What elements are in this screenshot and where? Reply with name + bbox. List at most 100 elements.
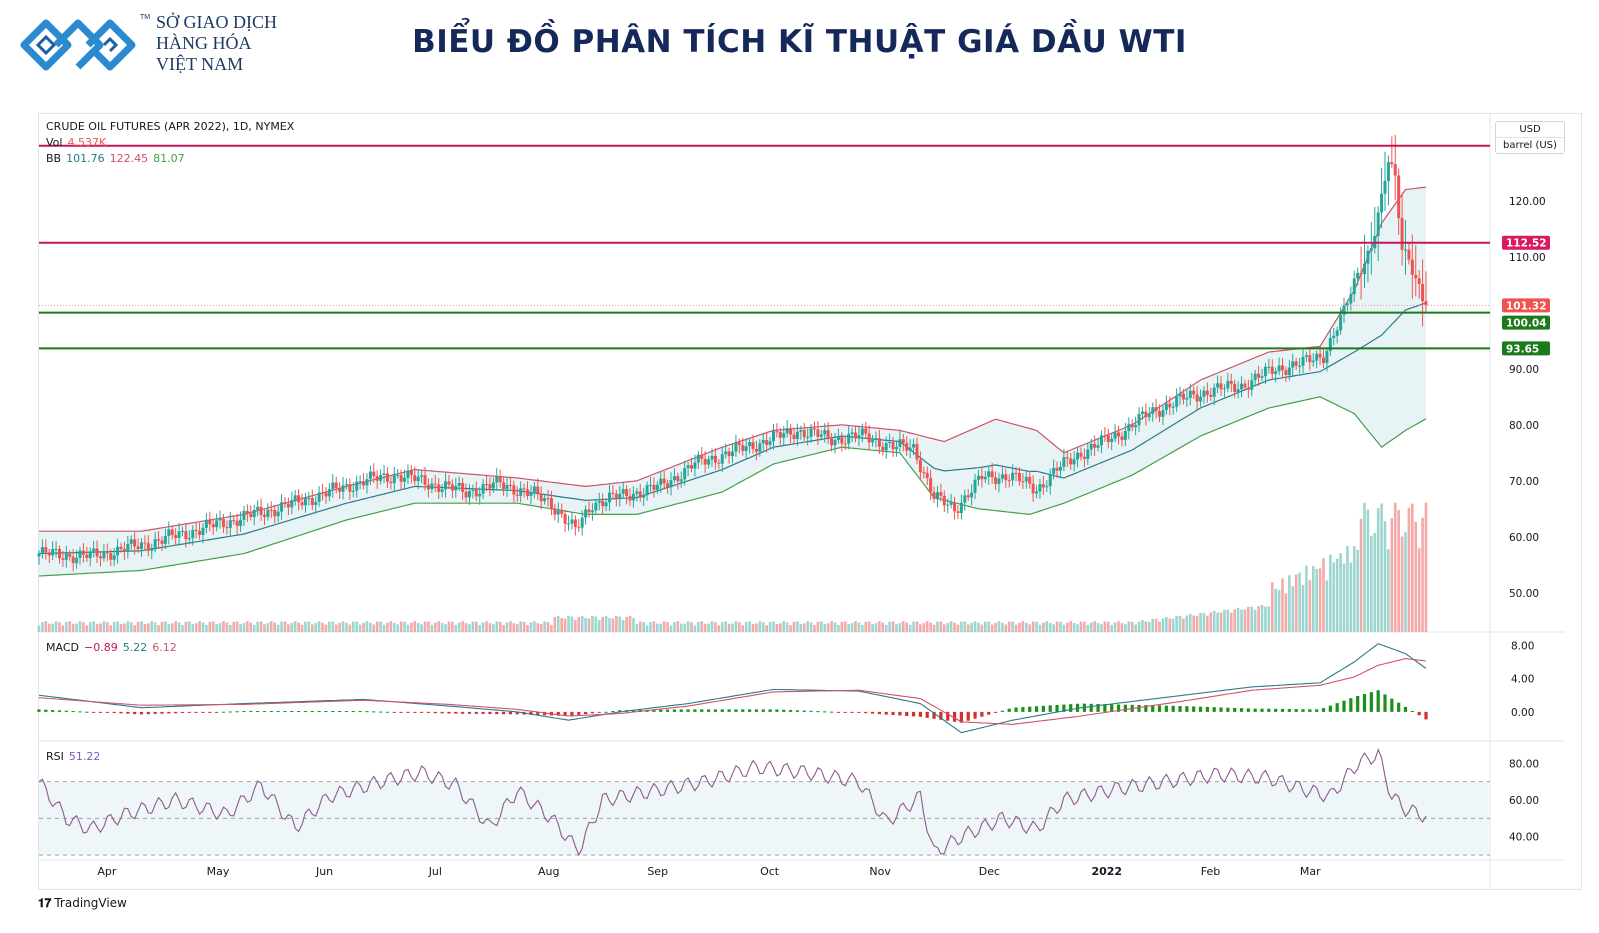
- volume-bar: [1182, 618, 1185, 632]
- volume-bar: [379, 621, 382, 632]
- page-title: BIỂU ĐỒ PHÂN TÍCH KĨ THUẬT GIÁ DẦU WTI: [412, 24, 1187, 60]
- volume-bar: [1308, 580, 1312, 632]
- candle-body: [1311, 360, 1315, 363]
- macd-histogram-bar: [597, 711, 601, 713]
- macd-histogram-bar: [1424, 711, 1428, 720]
- volume-bar: [389, 621, 393, 632]
- rsi-tick-label: 60.00: [1509, 795, 1539, 807]
- volume-bar: [297, 622, 300, 632]
- macd-histogram-bar: [768, 709, 772, 712]
- volume-bar: [1154, 618, 1158, 632]
- macd-histogram-bar: [1157, 705, 1162, 712]
- candle-body: [686, 465, 690, 469]
- candle-body: [512, 485, 516, 495]
- candle-body: [754, 448, 758, 452]
- macd-signal-value: 6.12: [152, 641, 177, 654]
- candle-body: [321, 492, 325, 494]
- macd-histogram-bar: [283, 711, 287, 713]
- macd-histogram-bar: [201, 711, 205, 713]
- volume-bar: [1400, 536, 1404, 632]
- macd-histogram-bar: [1362, 694, 1367, 712]
- candle-body: [249, 513, 253, 517]
- macd-histogram-bar: [1274, 708, 1278, 712]
- time-axis-label: Aug: [538, 865, 559, 878]
- volume-bar: [225, 622, 229, 632]
- candle-body: [1082, 456, 1086, 460]
- volume-bar: [99, 623, 102, 632]
- volume-bar: [44, 621, 48, 632]
- macd-histogram-bar: [447, 711, 451, 714]
- volume-bar: [1359, 518, 1363, 632]
- volume-bar: [785, 622, 789, 632]
- candle-body: [1031, 483, 1035, 494]
- macd-histogram-bar: [529, 711, 533, 715]
- volume-bar: [396, 624, 400, 632]
- macd-histogram-bar: [1205, 706, 1209, 712]
- macd-histogram-bar: [1233, 707, 1237, 712]
- candle-body: [474, 489, 478, 497]
- bb-mid-value: 101.76: [66, 152, 105, 165]
- candle-body: [1277, 365, 1281, 372]
- volume-bar: [468, 624, 471, 632]
- candle-body: [129, 539, 133, 544]
- volume-bar: [997, 621, 1001, 632]
- candle-body: [1253, 373, 1257, 381]
- volume-bar: [1342, 563, 1346, 632]
- candle-body: [389, 481, 393, 484]
- macd-label: MACD: [46, 641, 79, 654]
- candle-body: [635, 491, 639, 494]
- volume-bar: [492, 624, 495, 632]
- candle-body: [126, 543, 130, 552]
- candle-body: [239, 519, 243, 526]
- volume-bar: [956, 624, 960, 632]
- macd-histogram-bar: [993, 711, 998, 713]
- macd-histogram-bar: [911, 711, 916, 717]
- macd-histogram-bar: [570, 711, 574, 716]
- macd-histogram-bar: [843, 711, 847, 713]
- macd-histogram-bar: [433, 711, 437, 714]
- candle-body: [1236, 389, 1240, 392]
- volume-bar: [526, 625, 529, 632]
- macd-histogram-bar: [488, 711, 492, 715]
- macd-histogram-bar: [344, 711, 349, 713]
- macd-histogram-bar: [98, 711, 103, 713]
- volume-bar: [891, 621, 895, 632]
- candle-body: [826, 430, 830, 438]
- macd-histogram-bar: [1315, 709, 1319, 712]
- volume-bar: [386, 622, 389, 632]
- tradingview-logo[interactable]: 𝟏𝟕 TradingView: [38, 896, 127, 911]
- candle-body: [1192, 390, 1196, 395]
- macd-histogram-bar: [1048, 705, 1052, 712]
- volume-bar: [1318, 568, 1322, 632]
- macd-tick-label: 4.00: [1511, 674, 1534, 686]
- volume-bar: [625, 616, 628, 632]
- candle-body: [1383, 180, 1387, 194]
- candle-body: [570, 519, 574, 524]
- volume-bar: [47, 623, 51, 632]
- macd-histogram-bar: [1280, 708, 1285, 712]
- volume-bar: [1175, 615, 1178, 632]
- volume-bar: [37, 625, 41, 632]
- volume-bar: [871, 624, 874, 632]
- candle-body: [894, 446, 898, 450]
- macd-histogram-bar: [276, 711, 280, 713]
- volume-bar: [311, 624, 314, 632]
- macd-histogram-bar: [1342, 700, 1346, 712]
- candle-body: [382, 473, 386, 475]
- candle-body: [88, 551, 92, 559]
- volume-bar: [580, 615, 584, 632]
- macd-histogram-bar: [1116, 704, 1121, 712]
- candle-body: [1294, 361, 1298, 366]
- candle-body: [580, 517, 584, 528]
- volume-bar: [1257, 606, 1260, 632]
- candle-body: [939, 492, 943, 496]
- candle-body: [102, 551, 106, 559]
- unit-selector[interactable]: USD barrel (US): [1495, 121, 1565, 154]
- candle-body: [874, 438, 878, 440]
- candle-body: [536, 486, 540, 494]
- candle-body: [925, 472, 929, 479]
- volume-bar: [102, 621, 106, 632]
- macd-histogram-bar: [385, 711, 390, 713]
- candle-body: [273, 510, 277, 517]
